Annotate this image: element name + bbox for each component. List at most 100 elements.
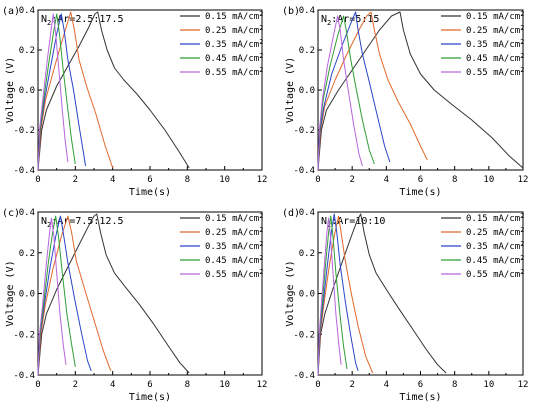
y-tick-label: 0.4 xyxy=(19,6,35,16)
legend-superscript: 2 xyxy=(520,226,524,234)
panel-b: 0 2 4 6 8 10 12 -0.4 -0.2 0.0 0.2 0.4 Time(s) Voltage… xyxy=(282,6,528,198)
y-tick-label: -0.4 xyxy=(293,166,315,176)
y-tick-label: 0.0 xyxy=(299,290,315,300)
y-tick-label: 0.4 xyxy=(299,208,315,218)
y-tick-label: -0.2 xyxy=(293,330,315,340)
series-line xyxy=(317,215,348,376)
legend-superscript: 2 xyxy=(259,52,263,60)
y-tick-label: -0.2 xyxy=(13,126,35,136)
legend-unit: 0.25 mA/cm xyxy=(466,26,520,36)
condition-subscript: 2 xyxy=(327,19,331,27)
legend-superscript: 2 xyxy=(520,66,524,74)
x-tick-label: 2 xyxy=(73,380,78,390)
x-tick-label: 8 xyxy=(185,175,190,185)
y-tick-label: 0.2 xyxy=(19,249,35,259)
condition-label: N2:Ar=5:15 xyxy=(321,14,379,27)
legend-superscript: 2 xyxy=(520,24,524,32)
series-line xyxy=(317,15,375,171)
legend-unit: 0.55 mA/cm xyxy=(466,270,520,280)
y-axis-label: Voltage (V) xyxy=(5,57,16,123)
condition-prefix: N xyxy=(321,216,327,227)
y-axis-label: Voltage (V) xyxy=(285,260,296,326)
x-axis-label: Time(s) xyxy=(399,392,441,403)
legend-unit: 0.55 mA/cm xyxy=(205,68,259,78)
y-tick-label: -0.4 xyxy=(293,371,315,381)
legend-unit: 0.55 mA/cm xyxy=(205,270,259,280)
legend-label: 0.45 mA/cm2 xyxy=(205,254,263,266)
legend-label: 0.35 mA/cm2 xyxy=(466,240,524,252)
y-tick-label: 0.0 xyxy=(19,290,35,300)
condition-prefix: N xyxy=(41,216,47,227)
legend-label: 0.35 mA/cm2 xyxy=(205,240,263,252)
y-tick-label: -0.4 xyxy=(13,371,35,381)
x-tick-label: 10 xyxy=(219,380,230,390)
legend-unit: 0.25 mA/cm xyxy=(205,228,259,238)
legend-label: 0.25 mA/cm2 xyxy=(205,226,263,238)
condition-rest: :Ar=7.5:12.5 xyxy=(51,216,123,227)
x-tick-label: 2 xyxy=(349,175,354,185)
series-line xyxy=(317,15,363,171)
series-line xyxy=(37,213,190,376)
legend-superscript: 2 xyxy=(259,254,263,262)
legend-unit: 0.35 mA/cm xyxy=(205,40,259,50)
legend-unit: 0.25 mA/cm xyxy=(466,228,520,238)
x-tick-label: 12 xyxy=(518,175,529,185)
series-line xyxy=(37,13,76,171)
legend-label: 0.15 mA/cm2 xyxy=(466,212,524,224)
legend-unit: 0.35 mA/cm xyxy=(466,40,520,50)
x-tick-label: 4 xyxy=(384,380,389,390)
x-tick-label: 6 xyxy=(147,380,152,390)
x-tick-label: 2 xyxy=(349,380,354,390)
y-axis-label: Voltage (V) xyxy=(285,57,296,123)
y-tick-label: 0.4 xyxy=(299,6,315,16)
legend-superscript: 2 xyxy=(520,38,524,46)
legend-unit: 0.45 mA/cm xyxy=(466,54,520,64)
x-tick-label: 0 xyxy=(35,175,40,185)
series-line xyxy=(37,13,87,171)
x-tick-label: 12 xyxy=(518,380,529,390)
legend-unit: 0.25 mA/cm xyxy=(205,26,259,36)
legend-label: 0.45 mA/cm2 xyxy=(466,52,524,64)
series-line xyxy=(317,213,447,376)
legend-superscript: 2 xyxy=(520,240,524,248)
y-tick-label: -0.2 xyxy=(293,126,315,136)
series-line xyxy=(317,11,524,171)
series-line xyxy=(37,215,76,376)
x-tick-label: 12 xyxy=(257,175,268,185)
x-tick-label: 4 xyxy=(110,175,115,185)
y-tick-label: 0.2 xyxy=(299,249,315,259)
panel-letter: (c) xyxy=(2,208,20,219)
legend-label: 0.55 mA/cm2 xyxy=(466,66,524,78)
y-tick-label: 0.2 xyxy=(299,46,315,56)
legend-unit: 0.45 mA/cm xyxy=(205,256,259,266)
x-axis-label: Time(s) xyxy=(129,187,171,198)
condition-rest: :Ar=2.5:17.5 xyxy=(51,14,123,25)
series-line xyxy=(37,215,112,376)
legend-label: 0.55 mA/cm2 xyxy=(205,66,263,78)
legend-unit: 0.15 mA/cm xyxy=(205,214,259,224)
y-tick-label: -0.4 xyxy=(13,166,35,176)
legend-unit: 0.45 mA/cm xyxy=(205,54,259,64)
legend-unit: 0.15 mA/cm xyxy=(466,12,520,22)
panel-a: 0 2 4 6 8 10 12 -0.4 -0.2 0.0 0.2 0.4 Time(s) Voltage… xyxy=(2,6,267,198)
x-tick-label: 4 xyxy=(110,380,115,390)
x-tick-label: 10 xyxy=(483,380,494,390)
legend-superscript: 2 xyxy=(520,268,524,276)
x-tick-label: 4 xyxy=(384,175,389,185)
x-tick-label: 12 xyxy=(257,380,268,390)
legend-superscript: 2 xyxy=(520,52,524,60)
panel-c: 0 2 4 6 8 10 12 -0.4 -0.2 0.0 0.2 0.4 Time(s) Voltage… xyxy=(2,208,267,403)
legend-label: 0.15 mA/cm2 xyxy=(466,10,524,22)
series-line xyxy=(37,11,114,171)
x-tick-label: 10 xyxy=(219,175,230,185)
y-tick-label: 0.4 xyxy=(19,208,35,218)
series-line xyxy=(317,213,359,376)
series-line xyxy=(317,215,374,376)
legend-superscript: 2 xyxy=(520,254,524,262)
series-line xyxy=(317,217,342,376)
y-axis-label: Voltage (V) xyxy=(5,260,16,326)
legend-superscript: 2 xyxy=(259,24,263,32)
panel-letter: (a) xyxy=(2,6,20,17)
x-tick-label: 6 xyxy=(418,175,423,185)
x-tick-label: 0 xyxy=(315,175,320,185)
